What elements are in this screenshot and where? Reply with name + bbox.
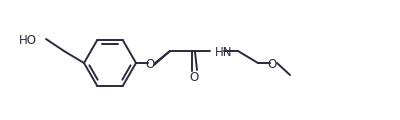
Text: O: O <box>145 58 155 71</box>
Text: HN: HN <box>215 46 232 59</box>
Text: O: O <box>189 71 199 84</box>
Text: HO: HO <box>19 34 37 47</box>
Text: O: O <box>267 58 277 71</box>
